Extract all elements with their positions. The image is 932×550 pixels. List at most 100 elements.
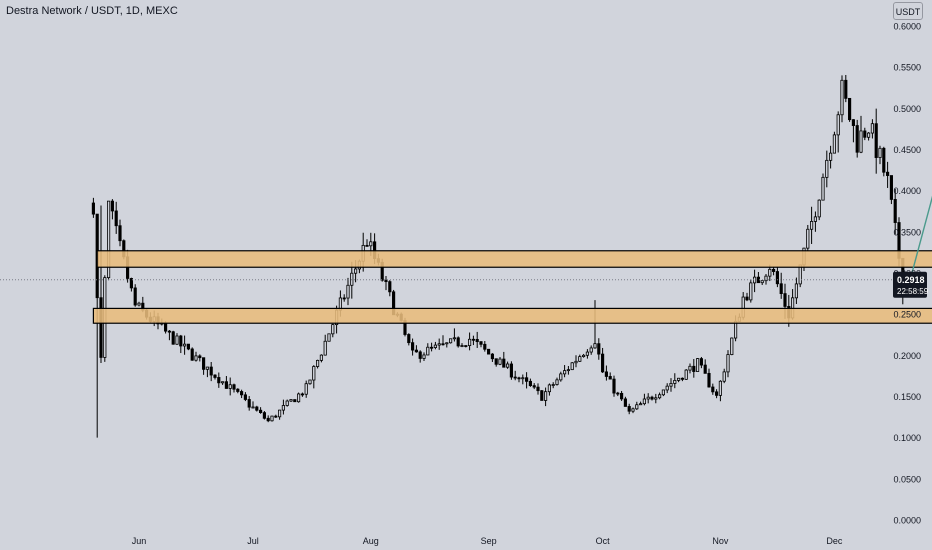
- candle-body: [525, 377, 529, 382]
- candle-body: [202, 357, 206, 370]
- candle-body: [840, 79, 844, 116]
- candle-body: [764, 275, 768, 282]
- candle-body: [768, 268, 772, 277]
- upper-resistance-zone: [96, 250, 932, 268]
- candle-body: [654, 397, 658, 400]
- last-price-badge: [893, 271, 927, 298]
- candle-body: [749, 282, 753, 301]
- candle-body: [255, 406, 259, 411]
- candle-body: [198, 355, 202, 359]
- y-tick-label: 0.1000: [893, 433, 921, 443]
- candle-body: [517, 377, 521, 380]
- candle-body: [99, 297, 103, 358]
- x-tick-label: Jul: [247, 536, 259, 546]
- candle-body: [639, 403, 643, 406]
- candle-body: [251, 406, 255, 409]
- candle-body: [532, 385, 536, 388]
- candle-body: [414, 349, 418, 353]
- candle-body: [327, 333, 331, 342]
- candle-body: [167, 330, 171, 333]
- candle-body: [810, 221, 814, 230]
- candle-body: [228, 384, 232, 389]
- candle-body: [468, 338, 472, 346]
- y-tick-label: 0.5500: [893, 63, 921, 73]
- candle-body: [688, 365, 692, 371]
- candle-body: [243, 394, 247, 400]
- candle-body: [540, 390, 544, 401]
- candle-body: [259, 409, 263, 414]
- candle-body: [422, 354, 426, 359]
- x-tick-label: Aug: [363, 536, 379, 546]
- candle-body: [563, 370, 567, 375]
- candle-body: [760, 280, 764, 284]
- candle-body: [312, 366, 316, 381]
- candle-body: [612, 378, 616, 394]
- x-tick-label: Jun: [132, 536, 147, 546]
- candle-body: [658, 394, 662, 399]
- candle-body: [631, 408, 635, 412]
- currency-button[interactable]: USDT: [893, 2, 923, 20]
- candle-body: [813, 216, 817, 222]
- lower-support-zone: [92, 307, 932, 324]
- candle-body: [240, 391, 244, 396]
- bar-countdown: 22:58:59: [897, 287, 929, 296]
- y-tick-label: 0.2000: [893, 351, 921, 361]
- candle-body: [566, 369, 570, 372]
- y-tick-label: 0.6000: [893, 22, 921, 32]
- candle-body: [316, 359, 320, 367]
- candle-body: [114, 210, 118, 227]
- candle-body: [851, 119, 855, 126]
- candle-body: [589, 347, 593, 353]
- candle-body: [623, 398, 627, 407]
- candle-body: [669, 383, 673, 387]
- candle-body: [217, 377, 221, 384]
- candle-body: [407, 334, 411, 344]
- y-tick-label: 0.5000: [893, 104, 921, 114]
- y-tick-label: 0.2500: [893, 310, 921, 320]
- candle-body: [221, 381, 225, 384]
- candle-body: [806, 228, 810, 249]
- candle-body: [129, 278, 133, 289]
- y-tick-label: 0.0500: [893, 474, 921, 484]
- candle-body: [323, 340, 327, 356]
- candle-body: [874, 123, 878, 158]
- candle-body: [270, 415, 274, 422]
- candle-body: [696, 358, 700, 372]
- candle-body: [437, 343, 441, 346]
- candle-body: [893, 199, 897, 223]
- chart-title: Destra Network / USDT, 1D, MEXC: [6, 5, 178, 17]
- candle-body: [186, 343, 190, 350]
- candle-body: [490, 353, 494, 360]
- candle-body: [498, 358, 502, 365]
- candle-body: [677, 377, 681, 381]
- candle-body: [479, 341, 483, 345]
- candle-body: [433, 344, 437, 348]
- candle-body: [718, 380, 722, 396]
- candle-body: [274, 415, 278, 418]
- candle-body: [262, 412, 266, 419]
- candle-body: [483, 343, 487, 350]
- candle-body: [487, 348, 491, 355]
- candle-body: [673, 380, 677, 384]
- candle-body: [449, 338, 453, 344]
- candle-body: [547, 384, 551, 393]
- candle-body: [794, 283, 798, 299]
- y-tick-label: 0.1500: [893, 392, 921, 402]
- y-tick-label: 0.3500: [893, 227, 921, 237]
- candle-body: [597, 343, 601, 355]
- candle-body: [133, 287, 137, 306]
- candle-body: [164, 322, 168, 332]
- y-tick-label: 0.4000: [893, 186, 921, 196]
- candle-body: [544, 391, 548, 401]
- candle-body: [232, 384, 236, 390]
- candle-body: [110, 200, 114, 212]
- candle-body: [107, 200, 111, 279]
- last-price-value: 0.2918: [897, 275, 925, 285]
- candle-body: [281, 405, 285, 411]
- candle-body: [715, 391, 719, 396]
- candle-body: [285, 400, 289, 406]
- candle-body: [711, 386, 715, 393]
- projection-arrow: [909, 195, 932, 279]
